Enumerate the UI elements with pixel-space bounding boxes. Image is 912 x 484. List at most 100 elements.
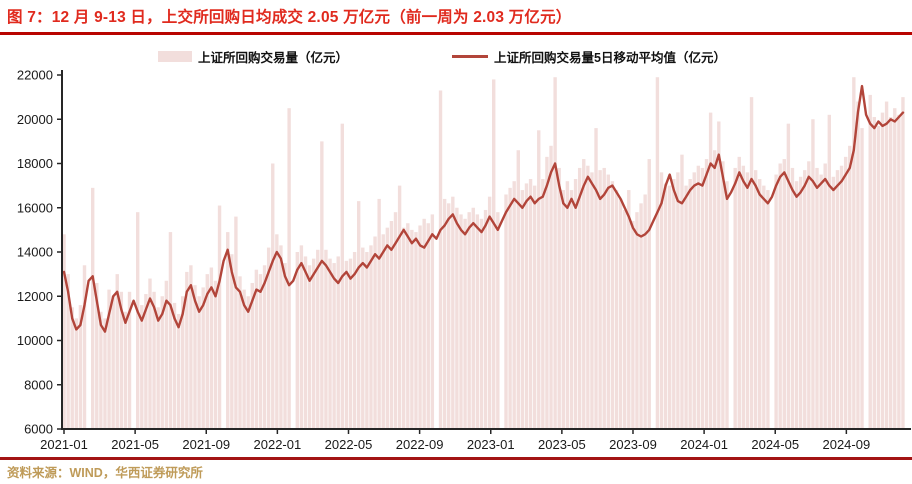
bar [684, 185, 688, 430]
bar [721, 161, 725, 430]
x-tick-label: 2024-01 [680, 437, 728, 452]
bar [185, 271, 189, 429]
bar [622, 209, 627, 429]
y-tick-label: 8000 [24, 377, 53, 392]
bar [790, 167, 795, 429]
bar [717, 121, 721, 430]
bar [672, 178, 676, 429]
bar [627, 190, 631, 429]
bar [266, 247, 271, 429]
x-tick-label: 2022-05 [325, 437, 373, 452]
bar [786, 123, 791, 430]
bar [852, 77, 856, 430]
bar [688, 178, 692, 429]
bar [659, 172, 664, 429]
bar [762, 185, 766, 430]
bar [103, 318, 107, 430]
y-tick-label: 22000 [17, 68, 53, 83]
bar [459, 214, 463, 429]
bar [839, 165, 844, 429]
bar [258, 274, 263, 430]
bar [189, 265, 193, 429]
bar [561, 190, 565, 429]
bar [311, 258, 316, 429]
bar [70, 307, 74, 429]
bar [422, 218, 426, 429]
bar [520, 190, 525, 429]
bar [749, 97, 754, 430]
bar [471, 207, 475, 429]
bar [74, 318, 79, 430]
bar [299, 245, 304, 429]
bar [737, 156, 741, 430]
bar [226, 232, 230, 429]
title-divider [0, 32, 912, 35]
bar [798, 176, 803, 429]
x-tick-label: 2024-09 [822, 437, 870, 452]
bar [708, 112, 713, 430]
bar [569, 190, 574, 429]
bar [82, 265, 87, 429]
bar [136, 212, 140, 429]
bar [447, 203, 451, 429]
ma-line-swatch [452, 55, 489, 58]
bar [344, 260, 349, 429]
bar [209, 267, 214, 429]
bar [725, 181, 729, 429]
x-tick-label: 2024-05 [751, 437, 799, 452]
bar [336, 256, 340, 429]
bar [356, 201, 361, 429]
bar [275, 234, 279, 429]
bar [573, 178, 578, 429]
bar [504, 194, 508, 429]
bar [668, 185, 672, 430]
bar [66, 274, 70, 430]
bar [414, 232, 418, 429]
y-tick-label: 12000 [17, 289, 53, 304]
bar [843, 156, 848, 430]
bar [868, 94, 872, 429]
bar [549, 145, 553, 430]
x-tick-label: 2023-09 [609, 437, 657, 452]
bar [148, 278, 152, 429]
bar [557, 167, 561, 429]
bar [582, 159, 586, 429]
bar [856, 101, 860, 430]
bar [361, 247, 365, 429]
bar [250, 282, 254, 429]
bar [713, 150, 717, 430]
bar [618, 198, 623, 429]
bar [586, 165, 590, 429]
legend-bars-label: 上证所回购交易量（亿元） [198, 51, 349, 65]
y-tick-label: 14000 [17, 245, 53, 260]
bar [848, 145, 852, 430]
bar [307, 265, 312, 429]
bar [884, 101, 889, 430]
bar [766, 190, 770, 429]
bar [893, 108, 897, 429]
bar [872, 117, 876, 429]
bar [455, 207, 459, 429]
bar [827, 114, 831, 429]
bar [807, 161, 811, 430]
bar [365, 252, 369, 429]
bar [254, 269, 259, 429]
bar [700, 167, 705, 429]
bar [463, 218, 467, 429]
bar [123, 311, 128, 429]
bar [176, 313, 181, 429]
bar [279, 245, 283, 429]
y-tick-label: 6000 [24, 422, 53, 437]
bar [774, 174, 778, 429]
bar [753, 170, 758, 429]
bar [492, 79, 496, 430]
bar [201, 287, 205, 429]
bar [741, 165, 746, 429]
bar [901, 97, 905, 430]
bar [271, 163, 275, 429]
bar [115, 274, 119, 430]
bar [467, 212, 471, 429]
